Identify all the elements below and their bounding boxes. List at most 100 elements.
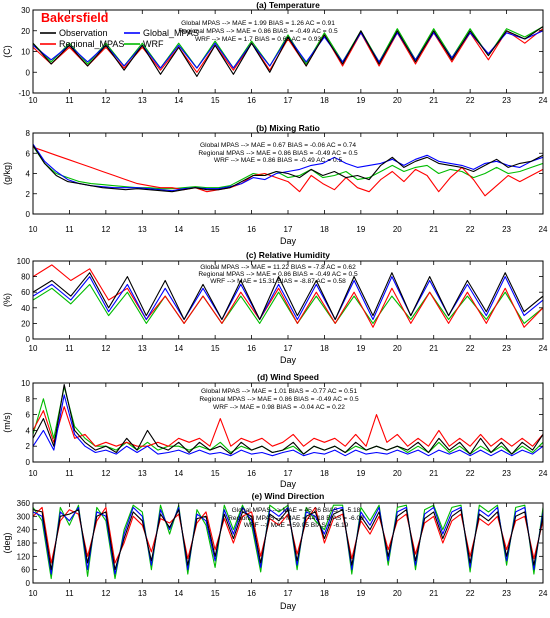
x-tick-label: 19 <box>356 469 365 478</box>
y-tick-label: 8 <box>26 395 31 404</box>
y-tick-label: 10 <box>21 379 30 388</box>
x-tick-label: 20 <box>393 589 402 598</box>
x-tick-label: 10 <box>29 344 38 353</box>
series-group <box>33 504 543 580</box>
y-tick-label: 30 <box>21 6 30 15</box>
series-line-observation <box>33 384 543 455</box>
x-tick-label: 17 <box>284 96 293 105</box>
x-tick-label: 19 <box>356 344 365 353</box>
x-tick-label: 24 <box>539 589 548 598</box>
x-tick-label: 12 <box>101 344 110 353</box>
x-tick-label: 22 <box>466 589 475 598</box>
x-tick-label: 10 <box>29 96 38 105</box>
series-line-observation <box>33 509 543 571</box>
x-tick-label: 12 <box>101 225 110 234</box>
panel-title: (a) Temperature <box>256 0 320 10</box>
series-line-global-mpas <box>33 143 543 192</box>
stats-line: Global MPAS --> MAE = 1.01 BIAS = -0.77 … <box>201 388 357 395</box>
stats-line: WRF --> MAE = 0.98 BIAS = -0.04 AC = 0.2… <box>213 404 345 411</box>
y-tick-label: 40 <box>21 304 30 313</box>
stats-line: Regional MPAS --> MAE = 44.18 BIAS = -6.… <box>228 515 364 522</box>
x-tick-label: 19 <box>356 96 365 105</box>
x-tick-label: 23 <box>502 344 511 353</box>
y-axis-label: (C) <box>2 45 12 58</box>
y-tick-label: 6 <box>26 411 31 420</box>
x-tick-label: 16 <box>247 96 256 105</box>
panel-a: (a) Temperature 10 11 12 13 14 15 16 17 18 19 20 21 2… <box>2 0 548 105</box>
panel-e: (e) Wind Direction 10 11 12 13 14 15 16 17 18 19 20… <box>2 491 548 611</box>
x-tick-label: 23 <box>502 225 511 234</box>
stats-line: WRF --> MAE = 0.86 BIAS = -0.49 AC = 0.5 <box>214 157 343 164</box>
series-group <box>33 384 543 457</box>
stats-line: WRF --> MAE = 59.05 BIAS = -6.19 <box>244 522 349 529</box>
x-tick-label: 21 <box>429 589 438 598</box>
y-tick-label: 0 <box>26 210 31 219</box>
x-tick-label: 11 <box>65 469 74 478</box>
x-tick-label: 16 <box>247 225 256 234</box>
x-tick-label: 24 <box>539 96 548 105</box>
x-axis-label: Day <box>280 355 297 365</box>
stats-line: Global MPAS --> MAE = 1.99 BIAS = 1.26 A… <box>181 20 335 27</box>
y-tick-label: 100 <box>17 257 31 266</box>
x-tick-label: 16 <box>247 589 256 598</box>
x-tick-label: 24 <box>539 225 548 234</box>
y-tick-label: 4 <box>26 426 31 435</box>
y-axis-label: (g/kg) <box>2 162 12 185</box>
y-tick-label: 20 <box>21 319 30 328</box>
y-tick-label: 180 <box>17 539 31 548</box>
y-tick-label: 0 <box>26 458 31 467</box>
series-group <box>33 26 543 77</box>
x-tick-label: 16 <box>247 469 256 478</box>
panel-title: (c) Relative Humidity <box>246 250 330 260</box>
x-tick-label: 18 <box>320 344 329 353</box>
x-tick-label: 22 <box>466 344 475 353</box>
x-axis-label: Day <box>280 601 297 611</box>
x-tick-label: 11 <box>65 96 74 105</box>
panel-c: (c) Relative Humidity 10 11 12 13 14 15 16 17 18 1… <box>2 250 548 365</box>
legend: Bakersfield Observation Global_MPAS Regiona… <box>40 11 199 49</box>
x-tick-label: 22 <box>466 469 475 478</box>
x-tick-label: 14 <box>174 225 183 234</box>
station-title: Bakersfield <box>41 11 108 25</box>
x-tick-label: 15 <box>211 469 220 478</box>
stats-line: Regional MPAS --> MAE = 0.86 BIAS = -0.4… <box>198 271 358 278</box>
y-tick-label: -10 <box>18 89 30 98</box>
x-tick-label: 23 <box>502 589 511 598</box>
y-axis-label: (deg) <box>2 532 12 553</box>
series-line-regional-mpas <box>33 146 543 197</box>
y-tick-label: 20 <box>21 27 30 36</box>
x-tick-label: 18 <box>320 589 329 598</box>
x-tick-label: 11 <box>65 225 74 234</box>
y-tick-label: 8 <box>26 129 31 138</box>
y-tick-label: 6 <box>26 149 31 158</box>
legend-label: Observation <box>59 28 108 38</box>
x-axis-label: Day <box>280 479 297 489</box>
stats-line: WRF --> MAE = 1.7 BIAS = 0.68 AC = 0.93 <box>195 36 321 43</box>
x-tick-label: 17 <box>284 469 293 478</box>
y-tick-label: 80 <box>21 273 30 282</box>
series-line-regional-mpas <box>33 506 543 564</box>
x-tick-label: 17 <box>284 344 293 353</box>
x-tick-label: 20 <box>393 225 402 234</box>
x-tick-label: 19 <box>356 589 365 598</box>
series-line-regional-mpas <box>33 264 543 328</box>
legend-label: WRF <box>143 39 164 49</box>
legend-label: Global_MPAS <box>143 28 199 38</box>
x-tick-label: 18 <box>320 469 329 478</box>
x-tick-label: 14 <box>174 589 183 598</box>
x-tick-label: 12 <box>101 589 110 598</box>
y-tick-label: 2 <box>26 442 31 451</box>
x-tick-label: 17 <box>284 589 293 598</box>
x-tick-label: 20 <box>393 469 402 478</box>
x-tick-label: 16 <box>247 344 256 353</box>
x-tick-label: 11 <box>65 344 74 353</box>
y-tick-label: 240 <box>17 526 31 535</box>
x-tick-label: 14 <box>174 344 183 353</box>
x-tick-label: 10 <box>29 469 38 478</box>
x-tick-label: 21 <box>429 344 438 353</box>
x-tick-label: 21 <box>429 225 438 234</box>
y-axis-label: (m/s) <box>2 412 12 433</box>
x-tick-label: 12 <box>101 469 110 478</box>
x-tick-label: 11 <box>65 589 74 598</box>
